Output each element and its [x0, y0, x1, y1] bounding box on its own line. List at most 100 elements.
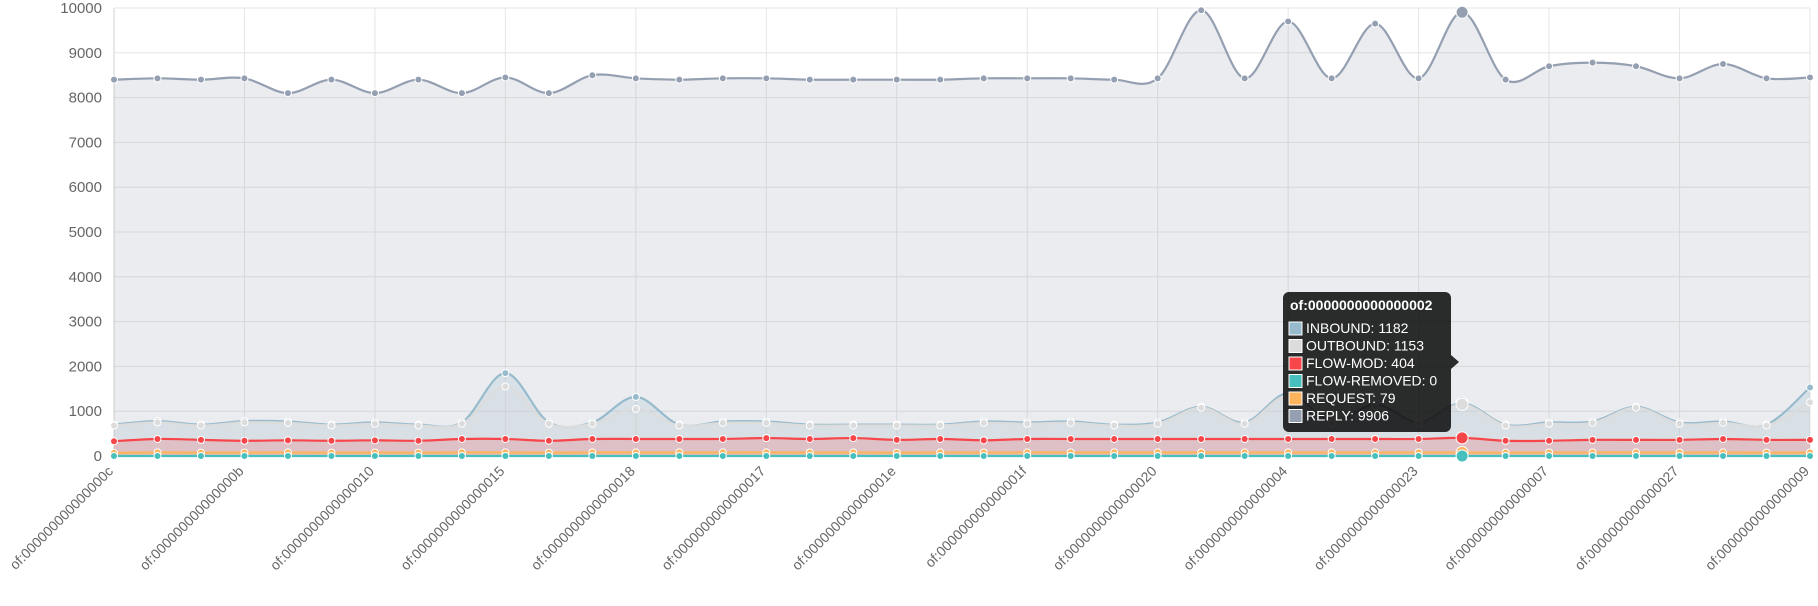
flow-mod-point[interactable] — [675, 434, 684, 443]
flow-mod-point[interactable] — [153, 434, 162, 443]
flow-removed-point[interactable] — [327, 452, 336, 460]
flow-mod-point[interactable] — [849, 434, 858, 443]
reply-point[interactable] — [1023, 74, 1032, 83]
reply-point[interactable] — [196, 75, 205, 84]
flow-mod-point[interactable] — [762, 434, 771, 443]
flow-removed-point[interactable] — [1545, 452, 1554, 460]
reply-point[interactable] — [1371, 19, 1380, 28]
reply-point[interactable] — [631, 74, 640, 83]
outbound-point[interactable] — [1023, 419, 1032, 428]
reply-point[interactable] — [762, 74, 771, 83]
flow-removed-point[interactable] — [414, 452, 423, 460]
reply-point[interactable] — [544, 89, 553, 98]
outbound-point[interactable] — [544, 419, 553, 428]
flow-removed-point[interactable] — [892, 452, 901, 460]
outbound-point[interactable] — [1675, 419, 1684, 428]
flow-mod-point[interactable] — [1588, 435, 1597, 444]
outbound-point[interactable] — [631, 404, 640, 413]
flow-mod-point[interactable] — [1284, 434, 1293, 443]
flow-mod-point[interactable] — [1023, 434, 1032, 443]
reply-point[interactable] — [1632, 62, 1641, 71]
reply-point[interactable] — [110, 75, 118, 84]
flow-removed-point[interactable] — [1675, 452, 1684, 460]
flow-removed-point[interactable] — [1197, 452, 1206, 460]
reply-point[interactable] — [1153, 74, 1162, 83]
reply-point[interactable] — [153, 74, 162, 83]
outbound-point[interactable] — [327, 421, 336, 430]
reply-point[interactable] — [370, 89, 379, 98]
flow-mod-point[interactable] — [1327, 434, 1336, 443]
reply-point[interactable] — [327, 75, 336, 84]
flow-removed-point[interactable] — [153, 452, 162, 460]
flow-removed-point[interactable] — [979, 452, 988, 460]
flow-mod-point[interactable] — [1153, 434, 1162, 443]
flow-mod-point[interactable] — [457, 434, 466, 443]
outbound-point[interactable] — [979, 418, 988, 427]
reply-point[interactable] — [1545, 62, 1554, 71]
reply-point[interactable] — [936, 75, 945, 84]
flow-removed-point[interactable] — [110, 452, 118, 460]
reply-point[interactable] — [979, 74, 988, 83]
reply-point[interactable] — [1197, 6, 1206, 15]
flow-removed-point[interactable] — [588, 452, 597, 460]
outbound-point[interactable] — [1806, 398, 1814, 407]
outbound-point[interactable] — [892, 421, 901, 430]
reply-point[interactable] — [1501, 75, 1510, 84]
flow-removed-point[interactable] — [1501, 452, 1510, 460]
flow-removed-point[interactable] — [457, 452, 466, 460]
outbound-point[interactable] — [762, 418, 771, 427]
outbound-point[interactable] — [1588, 418, 1597, 427]
flow-removed-point[interactable] — [762, 452, 771, 460]
outbound-point[interactable] — [196, 421, 205, 430]
outbound-point[interactable] — [936, 421, 945, 430]
flow-removed-point[interactable] — [805, 452, 814, 460]
reply-point[interactable] — [1719, 60, 1728, 68]
flow-removed-point[interactable] — [1110, 452, 1119, 460]
flow-removed-point[interactable] — [1414, 452, 1423, 460]
reply-point[interactable] — [1762, 74, 1771, 83]
outbound-point[interactable] — [501, 382, 510, 391]
outbound-point[interactable] — [1153, 419, 1162, 428]
flow-removed-point[interactable] — [1023, 452, 1032, 460]
outbound-point[interactable] — [805, 421, 814, 430]
flow-mod-point[interactable] — [110, 437, 118, 446]
flow-mod-point[interactable] — [327, 436, 336, 445]
outbound-point[interactable] — [1719, 418, 1728, 427]
flow-removed-point[interactable] — [1153, 452, 1162, 460]
flow-removed-point[interactable] — [370, 452, 379, 460]
outbound-point[interactable] — [110, 421, 118, 430]
flow-removed-point[interactable] — [544, 452, 553, 460]
outbound-point[interactable] — [283, 418, 292, 427]
outbound-point[interactable] — [588, 419, 597, 428]
flow-mod-point[interactable] — [1455, 431, 1469, 445]
flow-mod-point[interactable] — [1371, 434, 1380, 443]
inbound-point[interactable] — [1806, 383, 1814, 392]
inbound-point[interactable] — [631, 392, 640, 401]
flow-removed-point[interactable] — [718, 452, 727, 460]
flow-removed-point[interactable] — [501, 452, 510, 460]
flow-removed-point[interactable] — [240, 452, 249, 460]
flow-removed-point[interactable] — [1588, 452, 1597, 460]
outbound-point[interactable] — [1762, 421, 1771, 430]
flow-mod-point[interactable] — [1414, 434, 1423, 443]
outbound-point[interactable] — [414, 421, 423, 430]
flow-mod-point[interactable] — [979, 436, 988, 445]
flow-mod-point[interactable] — [240, 436, 249, 445]
reply-point[interactable] — [805, 75, 814, 84]
outbound-point[interactable] — [457, 419, 466, 428]
flow-mod-point[interactable] — [414, 436, 423, 445]
reply-point[interactable] — [1066, 74, 1075, 83]
flow-removed-point[interactable] — [1327, 452, 1336, 460]
flow-mod-point[interactable] — [544, 436, 553, 445]
outbound-point[interactable] — [1501, 421, 1510, 430]
reply-point[interactable] — [1675, 74, 1684, 83]
flow-removed-point[interactable] — [1719, 452, 1728, 460]
reply-point[interactable] — [588, 71, 597, 80]
flow-removed-point[interactable] — [936, 452, 945, 460]
flow-removed-point[interactable] — [1632, 452, 1641, 460]
flow-mod-point[interactable] — [1240, 434, 1249, 443]
outbound-point[interactable] — [1197, 403, 1206, 412]
reply-point[interactable] — [1240, 74, 1249, 83]
reply-point[interactable] — [849, 75, 858, 84]
reply-point[interactable] — [1327, 74, 1336, 83]
